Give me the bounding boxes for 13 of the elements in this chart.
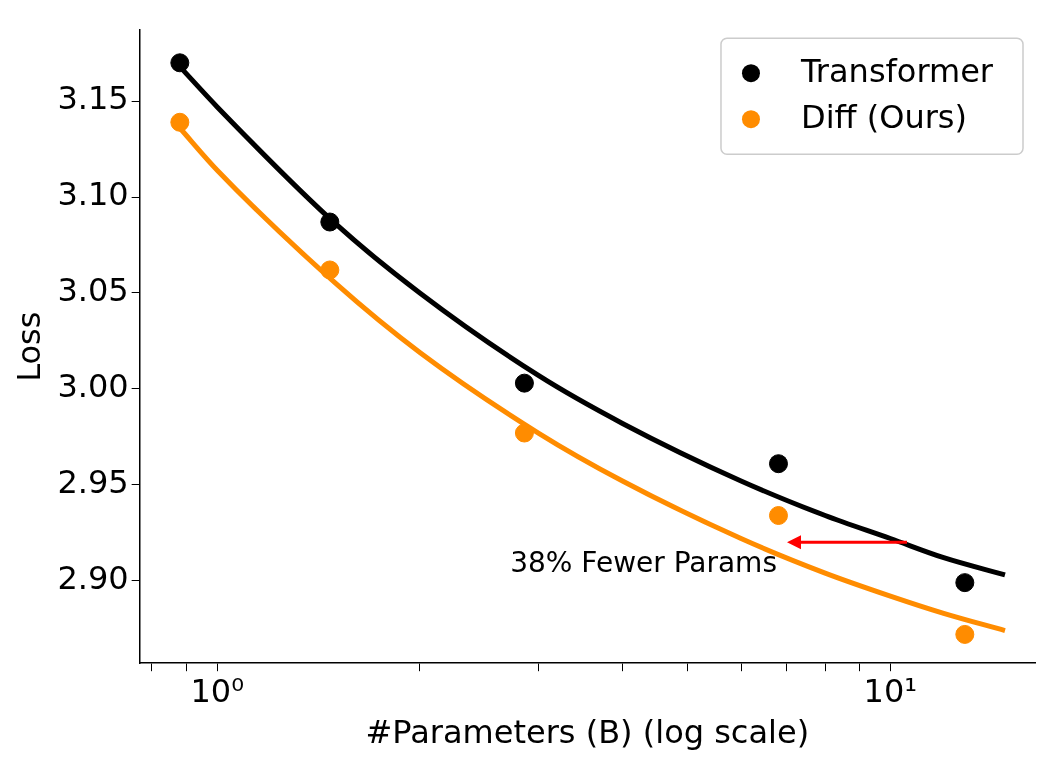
- y-tick-label: 3.00: [57, 367, 129, 406]
- x-axis-title: #Parameters (B) (log scale): [365, 713, 810, 752]
- y-tick-label: 3.15: [57, 79, 129, 118]
- y-tick-label: 3.10: [57, 175, 129, 214]
- legend-label: Transformer: [799, 51, 994, 90]
- y-tick-label: 2.90: [57, 559, 129, 598]
- y-tick-label: 3.05: [57, 271, 129, 310]
- y-axis-title: Loss: [9, 311, 48, 382]
- y-tick-label: 2.95: [57, 463, 129, 502]
- legend-label: Diff (Ours): [800, 97, 967, 136]
- annotation: 38% Fewer Params: [510, 545, 777, 579]
- x-tick-label: 10¹: [863, 671, 918, 710]
- x-tick-label: 10⁰: [190, 671, 244, 710]
